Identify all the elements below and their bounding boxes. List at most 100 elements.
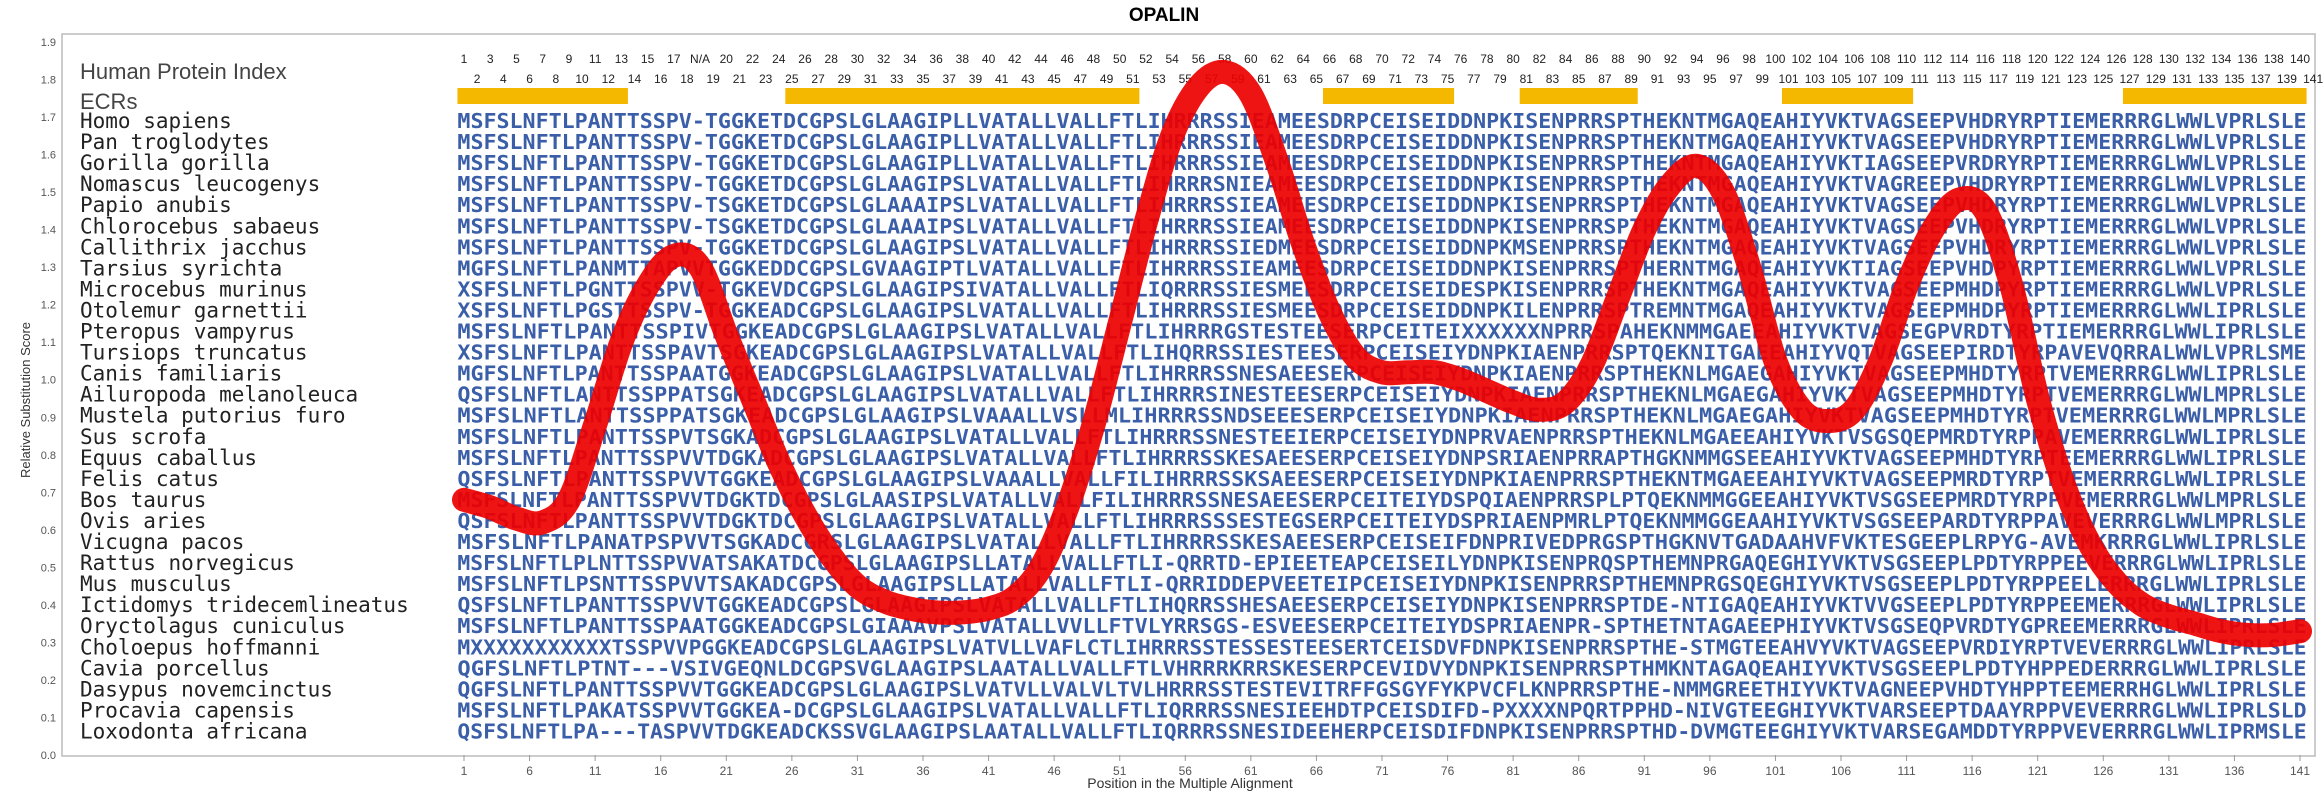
index-label-bottom: 77 bbox=[1467, 72, 1481, 86]
sequence-row: QSFSLNFTLPANTTSSPVVTDGKTDCGPSLGLAAGIPSLV… bbox=[457, 509, 2306, 533]
index-label-top: 112 bbox=[1923, 52, 1942, 66]
index-label-bottom: 27 bbox=[811, 72, 825, 86]
index-label-bottom: 127 bbox=[2119, 72, 2139, 86]
index-label-top: 100 bbox=[1765, 52, 1785, 66]
index-label-bottom: 16 bbox=[654, 72, 668, 86]
index-label-bottom: 21 bbox=[733, 72, 747, 86]
index-label-top: 76 bbox=[1454, 52, 1468, 66]
y-tick-label: 1.2 bbox=[41, 300, 56, 312]
sequence-row: MSFSLNFTLPANATPSPVVTSGKADCGRSLGLAAGIPSLV… bbox=[457, 530, 2306, 554]
x-tick-label: 6 bbox=[526, 764, 533, 778]
y-tick-label: 0.9 bbox=[41, 412, 56, 424]
x-tick-label: 31 bbox=[851, 764, 865, 778]
index-label-bottom: 10 bbox=[575, 72, 589, 86]
species-label: Bos taurus bbox=[80, 488, 206, 512]
index-label-bottom: 61 bbox=[1257, 72, 1271, 86]
x-tick-label: 106 bbox=[1831, 764, 1851, 778]
x-tick-label: 16 bbox=[654, 764, 668, 778]
index-label-top: 11 bbox=[589, 52, 602, 66]
index-label-bottom: 111 bbox=[1911, 72, 1930, 86]
index-label-bottom: 137 bbox=[2251, 72, 2271, 86]
species-label: Mus musculus bbox=[80, 572, 232, 596]
index-label-bottom: 6 bbox=[526, 72, 533, 86]
sequence-row: MSFSLNFTLPANTTSSPV-TGGKETDCGPSLGLAAGIPLL… bbox=[457, 151, 2306, 175]
x-tick-label: 56 bbox=[1179, 764, 1193, 778]
index-label-bottom: 63 bbox=[1284, 72, 1298, 86]
sequence-row: MSFSLNFTLPSNTTSSPVVTSAKADCGPSLGLAAGIPSLL… bbox=[457, 572, 2306, 596]
plot-frame bbox=[61, 33, 2316, 757]
ecr-bar bbox=[2122, 88, 2307, 104]
index-label-top: 1 bbox=[461, 52, 468, 66]
sequence-row: MSFSLNFTLPAKATSSPVVTGGKEA-DCGPSLGLAAGIPS… bbox=[457, 698, 2306, 722]
index-label-top: 86 bbox=[1585, 52, 1599, 66]
index-label-top: 36 bbox=[929, 52, 943, 66]
y-tick-label: 1.7 bbox=[41, 112, 56, 124]
index-label-top: 54 bbox=[1165, 52, 1179, 66]
index-label-top: 138 bbox=[2264, 52, 2284, 66]
species-label: Procavia capensis bbox=[80, 698, 295, 722]
index-label-bottom: 33 bbox=[890, 72, 904, 86]
y-tick-label: 0.5 bbox=[41, 562, 56, 574]
sequence-row: MSFSLNFTLPANTTSSPVVTDGKTDCGPSLGLAASIPSLV… bbox=[457, 488, 2306, 512]
index-label-bottom: 99 bbox=[1756, 72, 1770, 86]
ecr-label: ECRs bbox=[80, 89, 137, 114]
species-label: Papio anubis bbox=[80, 193, 232, 217]
index-label-top: 140 bbox=[2290, 52, 2310, 66]
y-axis-label: Relative Substitution Score bbox=[18, 322, 33, 478]
index-label-bottom: 123 bbox=[2067, 72, 2087, 86]
index-label-bottom: 45 bbox=[1047, 72, 1061, 86]
index-label-top: 78 bbox=[1480, 52, 1494, 66]
x-tick-label: 81 bbox=[1506, 764, 1520, 778]
y-tick-label: 0.2 bbox=[41, 675, 56, 687]
x-tick-label: 126 bbox=[2093, 764, 2113, 778]
index-label-bottom: 97 bbox=[1729, 72, 1743, 86]
index-label-top: 28 bbox=[825, 52, 839, 66]
index-label-bottom: 41 bbox=[995, 72, 1009, 86]
y-tick-label: 1.8 bbox=[41, 75, 56, 87]
index-label-top: 130 bbox=[2159, 52, 2179, 66]
sequence-row: MSFSLNFTLPANTTSSPAATGGKEADCGPSLGIAAAVPSL… bbox=[457, 614, 2306, 638]
index-label-top: 5 bbox=[513, 52, 520, 66]
x-tick-label: 141 bbox=[2290, 764, 2310, 778]
index-label-top: 84 bbox=[1559, 52, 1573, 66]
species-label: Ailuropoda melanoleuca bbox=[80, 383, 358, 407]
x-tick-label: 76 bbox=[1441, 764, 1455, 778]
x-tick-label: 36 bbox=[916, 764, 930, 778]
species-label: Chlorocebus sabaeus bbox=[80, 214, 320, 238]
x-tick-label: 26 bbox=[785, 764, 799, 778]
human-index-row: 1 3 5 7 9 11 13 15 17 N/A 20 22 24 26 28 30 32 34 36 38 40 42… bbox=[461, 52, 2323, 86]
index-label-top: 70 bbox=[1375, 52, 1389, 66]
x-tick-label: 121 bbox=[2028, 764, 2048, 778]
species-label: Microcebus murinus bbox=[80, 277, 308, 301]
index-label-top: 118 bbox=[2002, 52, 2021, 66]
index-label-top: N/A bbox=[690, 52, 710, 66]
index-label-top: 134 bbox=[2211, 52, 2231, 66]
index-label-top: 66 bbox=[1323, 52, 1337, 66]
x-tick-label: 96 bbox=[1703, 764, 1717, 778]
species-label: Sus scrofa bbox=[80, 425, 206, 449]
x-tick-label: 116 bbox=[1963, 764, 1982, 778]
index-label-bottom: 135 bbox=[2224, 72, 2244, 86]
index-label-bottom: 31 bbox=[864, 72, 878, 86]
index-label-bottom: 115 bbox=[1963, 72, 1982, 86]
index-label-bottom: 139 bbox=[2277, 72, 2297, 86]
index-label-top: 56 bbox=[1192, 52, 1206, 66]
index-label-top: 40 bbox=[982, 52, 996, 66]
index-label-top: 136 bbox=[2238, 52, 2258, 66]
index-label-top: 68 bbox=[1349, 52, 1363, 66]
index-label-bottom: 121 bbox=[2041, 72, 2061, 86]
species-label: Mustela putorius furo bbox=[80, 404, 346, 428]
index-label-bottom: 25 bbox=[785, 72, 799, 86]
species-label: Pteropus vampyrus bbox=[80, 320, 295, 344]
x-tick-label: 136 bbox=[2224, 764, 2244, 778]
index-label-bottom: 4 bbox=[500, 72, 507, 86]
sequence-row: MSFSLNFTLPANTTSSPV-TGGKETDCGPSLGLAAGIPSL… bbox=[457, 235, 2306, 259]
sequence-row: QSFSLNFTLPA---TASPVVTDGKEADCKSSVGLAAGIPS… bbox=[457, 719, 2306, 743]
index-label-top: 22 bbox=[746, 52, 760, 66]
index-label-top: 96 bbox=[1716, 52, 1730, 66]
sequence-row: MSFSLNFTLPANTTSSPV-TGGKETDCGPSLGLAAGIPLL… bbox=[457, 109, 2306, 133]
index-label-bottom: 93 bbox=[1677, 72, 1691, 86]
species-label: Tursiops truncatus bbox=[80, 341, 308, 365]
index-label-bottom: 37 bbox=[943, 72, 957, 86]
